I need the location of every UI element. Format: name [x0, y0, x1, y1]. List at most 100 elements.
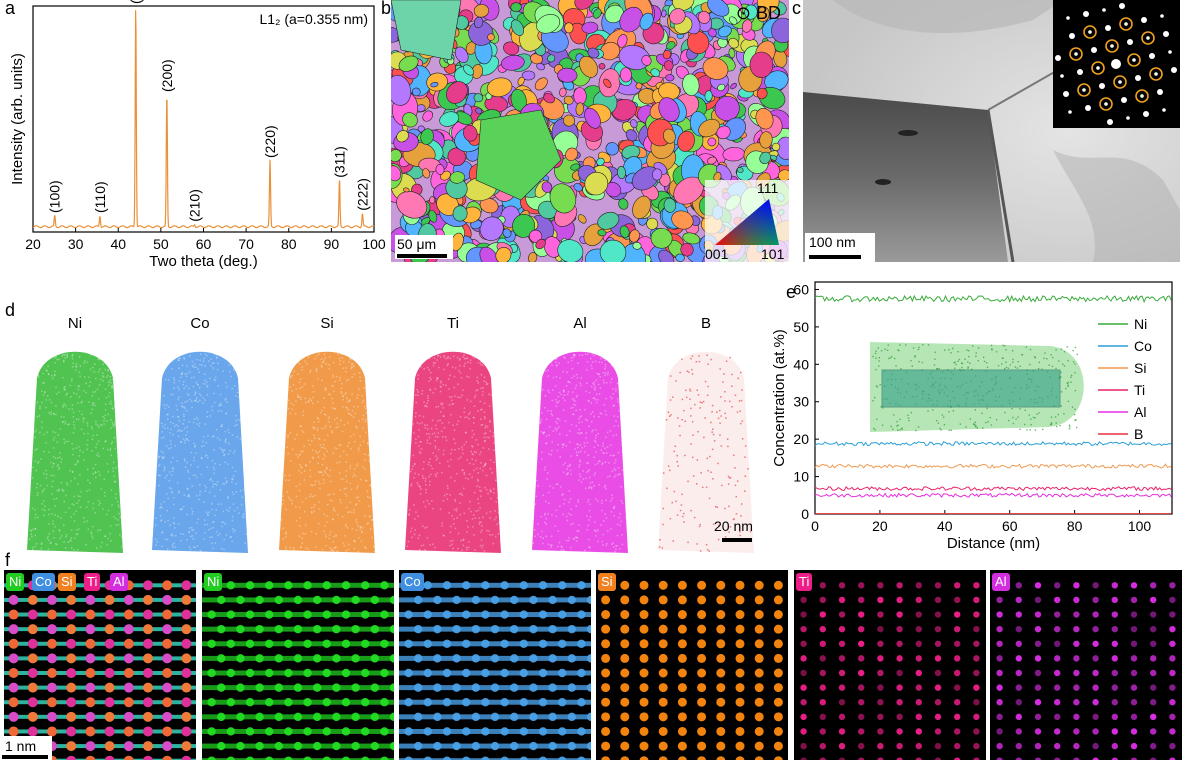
atomic-lattice	[202, 581, 394, 760]
xrd-chart: 20 30 40 50 60 70 80 90 100 Two theta (deg.) Inten…	[9, 0, 386, 270]
x-tick-label: 50	[153, 236, 169, 252]
superlattice-ring	[1119, 17, 1133, 31]
scalebar-b	[397, 254, 447, 258]
x-tick-label: 60	[1002, 518, 1018, 534]
apt-tip-ti	[405, 351, 502, 553]
x-tick-label: 70	[238, 236, 254, 252]
eds-map-2: Co	[399, 570, 591, 760]
element-tag-si: Si	[58, 573, 76, 591]
tem-micrograph	[803, 0, 1180, 262]
diffraction-spot	[1143, 111, 1149, 117]
element-tag-co: Co	[32, 573, 55, 591]
build-direction: ⊙ BD	[736, 3, 781, 24]
diffraction-spot	[1154, 72, 1158, 76]
x-axis-label: Two theta (deg.)	[149, 253, 257, 270]
diffraction-spot	[1107, 119, 1113, 125]
y-tick-label: 40	[793, 356, 809, 372]
atomic-lattice	[4, 580, 196, 760]
x-tick-label: 80	[281, 236, 297, 252]
peak-label: (220)	[262, 125, 278, 158]
apt-label-ni: Ni	[67, 315, 83, 332]
atomic-lattice	[601, 580, 783, 760]
peak-label: (210)	[187, 189, 203, 222]
scalebar-f	[2, 755, 48, 759]
series-al	[814, 492, 1172, 498]
diffraction-spot	[1157, 89, 1163, 95]
superlattice-ring	[1077, 83, 1091, 97]
diffraction-spot	[1091, 47, 1097, 53]
apt-label-al: Al	[573, 315, 587, 332]
element-tag-si: Si	[598, 573, 616, 591]
y-axis-label: Intensity (arb. units)	[9, 53, 26, 185]
panel-a-label: a	[5, 0, 16, 18]
peak-label: (111)	[128, 0, 144, 4]
diffraction-spot	[1163, 31, 1169, 37]
superlattice-ring	[1099, 97, 1113, 111]
x-tick-label: 100	[1128, 518, 1152, 534]
diffraction-spot	[1055, 55, 1061, 61]
atomic-lattice	[996, 582, 1176, 760]
diffraction-spot	[1082, 88, 1086, 92]
diffraction-spot	[1066, 16, 1070, 20]
apt-tip-ni	[27, 351, 123, 553]
scalebar-d	[722, 538, 752, 542]
diffraction-spot	[1171, 67, 1177, 73]
diffraction-spot	[1121, 97, 1127, 103]
diffraction-spot	[1168, 50, 1172, 54]
element-tag-ti: Ti	[84, 573, 101, 591]
diffraction-spot	[1088, 30, 1092, 34]
series-ti	[814, 485, 1172, 492]
apt-tip-si	[279, 351, 377, 553]
y-tick-label: 10	[793, 469, 809, 485]
diffraction-spot	[1135, 75, 1141, 81]
legend-b: B	[1134, 426, 1143, 442]
series-ni	[814, 294, 1172, 304]
element-tag-co: Co	[401, 573, 424, 591]
eds-maps: Ni Co Si Ti Al Ni Co Si Ti Al	[0, 570, 1185, 762]
x-tick-label: 80	[1067, 518, 1083, 534]
ebsd-map: ⊙ BD 50 μm 111 001 101	[391, 0, 789, 262]
legend-ti: Ti	[1134, 382, 1145, 398]
x-tick-label: 30	[68, 236, 84, 252]
diffraction-spot	[1069, 33, 1075, 39]
x-tick-label: 90	[324, 236, 340, 252]
superlattice-ring	[1149, 67, 1163, 81]
scalebar-c	[809, 255, 861, 259]
peak-label: (110)	[92, 181, 108, 213]
diffraction-spot	[1160, 14, 1164, 18]
apt-tip-co	[152, 351, 248, 553]
superlattice-ring	[1091, 61, 1105, 75]
element-tag-ni: Ni	[204, 573, 223, 591]
diffraction-spot	[1104, 102, 1108, 106]
y-tick-label: 50	[793, 319, 809, 335]
superlattice-ring	[1113, 75, 1127, 89]
superlattice-ring	[1083, 25, 1097, 39]
element-tag-ti: Ti	[796, 573, 813, 591]
y-axis-label: Concentration (at.%)	[771, 329, 788, 467]
diffraction-spot	[1162, 108, 1166, 112]
superlattice-ring	[1069, 47, 1083, 61]
apt-tip-b	[658, 351, 754, 553]
apt-tip-al	[532, 351, 628, 553]
panel-c-label: c	[792, 0, 801, 18]
element-tag-al: Al	[992, 573, 1010, 591]
eds-map-4: Ti	[794, 570, 986, 760]
legend-si: Si	[1134, 360, 1146, 376]
peak-label: (100)	[47, 180, 63, 213]
x-tick-label: 40	[937, 518, 953, 534]
apt-label-ti: Ti	[447, 315, 459, 332]
bd-label: BD	[755, 3, 781, 23]
panel-f-label: f	[5, 550, 11, 570]
ipf-111: 111	[757, 180, 779, 196]
eds-map-1: Ni	[202, 570, 394, 760]
diffraction-spot	[1149, 53, 1155, 59]
scalebar-f-label: 1 nm	[5, 738, 37, 754]
x-tick-label: 20	[872, 518, 888, 534]
diffraction-spot	[1124, 22, 1128, 26]
legend-ni: Ni	[1134, 316, 1147, 332]
legend-al: Al	[1134, 404, 1146, 420]
diffraction-spot	[1127, 39, 1133, 45]
eds-map-5: Al	[990, 570, 1182, 760]
diffraction-spot	[1096, 66, 1100, 70]
